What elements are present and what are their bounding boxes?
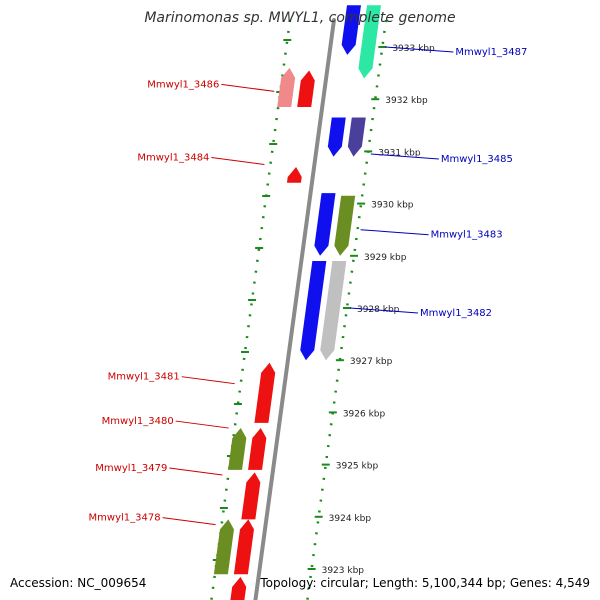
forward-gene-arrow [347, 117, 366, 157]
label-leader-line [211, 156, 265, 165]
kbp-tick-label: 3929 kbp [364, 253, 407, 263]
reverse-gene-arrow [248, 428, 267, 470]
kbp-tick-label: 3931 kbp [378, 148, 421, 158]
label-leader-line [370, 153, 439, 160]
gene-label: Mmwyl1_3483 [431, 230, 503, 241]
genome-backbone [253, 18, 336, 600]
kbp-tick-label: 3932 kbp [385, 96, 428, 106]
label-leader-line [349, 307, 419, 314]
gene-features [213, 5, 381, 600]
gene-label: Mmwyl1_3485 [441, 154, 513, 165]
kbp-tick-label: 3930 kbp [371, 201, 414, 211]
reverse-gene-arrow [233, 519, 254, 575]
gene-label: Mmwyl1_3486 [147, 79, 219, 90]
reverse-gene-arrow [213, 519, 234, 575]
reverse-gene-arrow [286, 167, 302, 183]
gene-label: Mmwyl1_3481 [108, 372, 180, 383]
reverse-gene-arrow [277, 67, 296, 108]
accession-text: Accession: NC_009654 [10, 576, 147, 590]
forward-gene-arrow [358, 5, 381, 79]
forward-gene-arrow [320, 261, 347, 361]
kbp-tick-label: 3927 kbp [350, 357, 393, 367]
label-leader-line [162, 517, 216, 526]
label-leader-line [169, 467, 223, 476]
forward-gene-arrow [341, 5, 361, 55]
kbp-tick-label: 3926 kbp [343, 409, 386, 419]
label-leader-line [175, 420, 229, 429]
forward-gene-arrow [334, 195, 356, 256]
label-leader-line [385, 46, 454, 53]
label-leader-line [360, 229, 429, 236]
kbp-tick-label: 3925 kbp [336, 462, 379, 472]
gene-label: Mmwyl1_3480 [102, 416, 174, 427]
label-leader-line [221, 83, 275, 92]
forward-gene-arrow [300, 261, 327, 361]
gene-label: Mmwyl1_3479 [95, 463, 167, 474]
genome-summary-text: Topology: circular; Length: 5,100,344 bp… [260, 576, 590, 590]
backbone-line [253, 18, 336, 600]
kbp-tick-label: 3924 kbp [329, 514, 372, 524]
forward-gene-arrow [327, 117, 346, 157]
reverse-gene-arrow [241, 472, 261, 520]
gene-label: Mmwyl1_3484 [137, 152, 209, 163]
map-title: Marinomonas sp. MWYL1, complete genome [144, 10, 456, 26]
reverse-gene-arrow [254, 362, 276, 423]
kbp-tick-label: 3923 kbp [322, 566, 365, 576]
reverse-gene-arrow [297, 70, 315, 108]
label-leader-line [181, 376, 235, 385]
gene-label: Mmwyl1_3478 [89, 513, 161, 524]
reverse-gene-arrow [228, 428, 247, 470]
forward-gene-arrow [314, 193, 336, 256]
gene-label: Mmwyl1_3482 [420, 308, 492, 319]
gene-labels: Mmwyl1_3487 Mmwyl1_3486 Mmwyl1_3485 Mmwyl1_… [89, 46, 527, 526]
reverse-gene-arrow [230, 576, 247, 600]
gene-label: Mmwyl1_3487 [455, 47, 527, 58]
